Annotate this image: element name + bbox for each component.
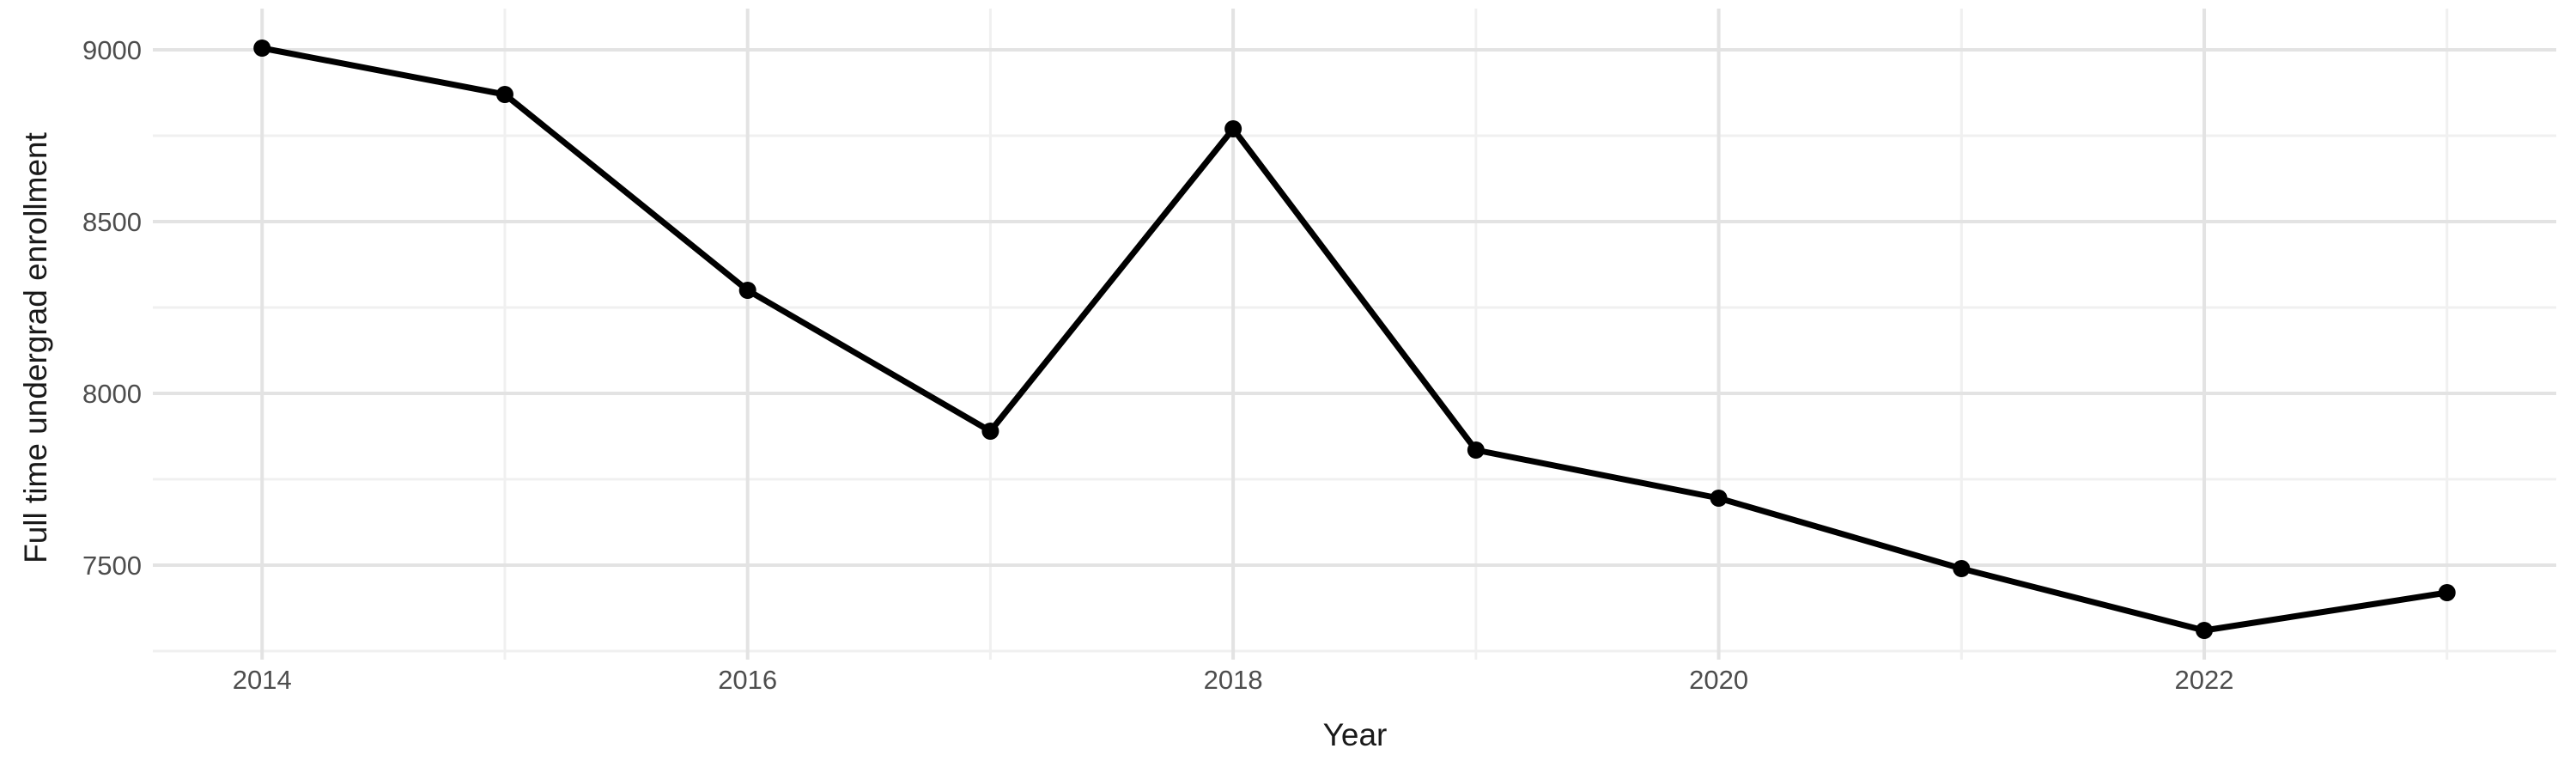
data-point (253, 40, 271, 57)
data-point (738, 282, 756, 299)
x-tick-label: 2014 (233, 665, 292, 695)
y-tick-label: 9000 (82, 35, 142, 65)
x-tick-label: 2022 (2175, 665, 2234, 695)
data-point (2438, 584, 2456, 601)
x-tick-label: 2020 (1689, 665, 1748, 695)
y-tick-label: 8500 (82, 207, 142, 237)
data-point (495, 86, 513, 103)
data-point (1224, 120, 1242, 137)
data-point (1953, 560, 1971, 577)
data-point (1467, 441, 1485, 459)
y-tick-label: 8000 (82, 379, 142, 409)
y-tick-label: 7500 (82, 551, 142, 581)
data-point (1710, 490, 1728, 507)
series-line (261, 45, 2448, 634)
y-axis-title: Full time undergrad enrollment (18, 132, 53, 563)
x-axis-title: Year (1322, 717, 1388, 752)
x-tick-label: 2018 (1204, 665, 1263, 695)
x-tick-label: 2016 (718, 665, 777, 695)
data-point (981, 423, 999, 440)
data-point (2196, 622, 2214, 639)
